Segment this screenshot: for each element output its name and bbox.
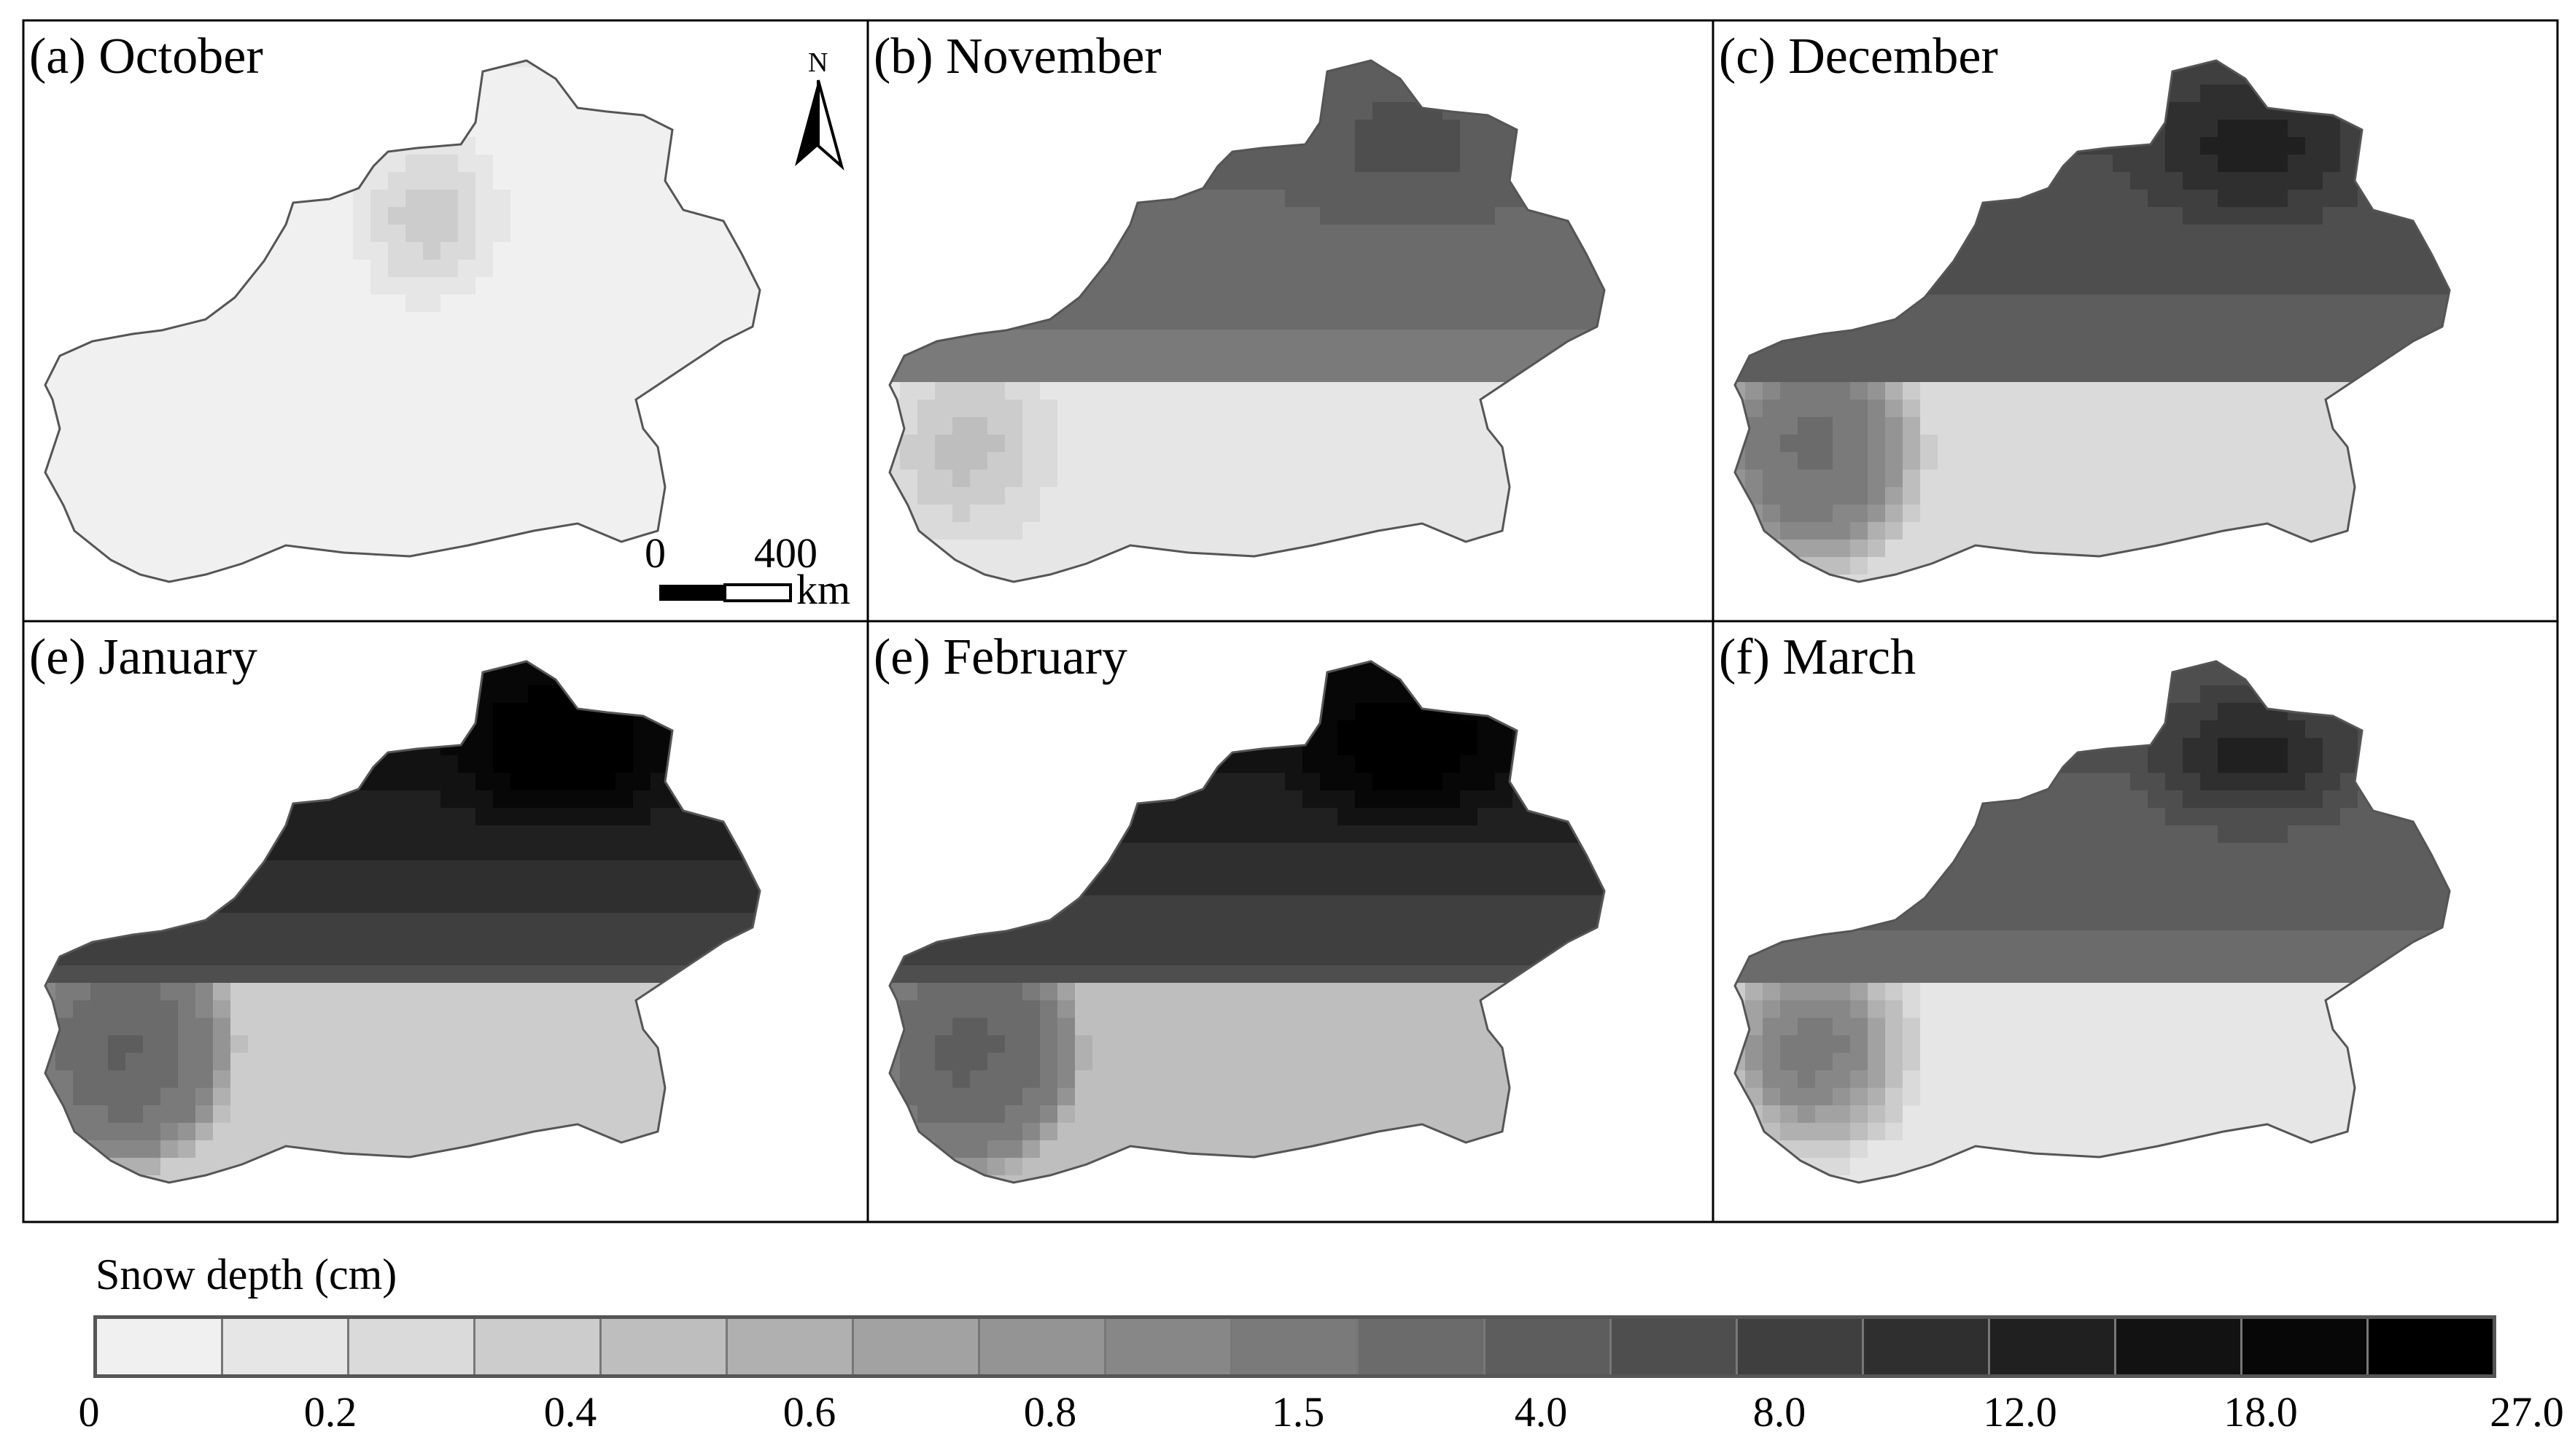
legend-tick-label: 8.0 xyxy=(1752,1388,1806,1436)
legend-tick-label: 18.0 xyxy=(2223,1388,2298,1436)
scale-bar-unit: km xyxy=(796,566,850,613)
map-panel-february: (e) February xyxy=(866,620,1714,1223)
legend-swatch xyxy=(2116,1319,2242,1374)
panel-title: (f) March xyxy=(1719,629,1916,685)
legend-swatch xyxy=(1232,1319,1359,1374)
legend-swatch xyxy=(223,1319,350,1374)
legend-swatch xyxy=(980,1319,1107,1374)
legend-bar xyxy=(93,1315,2496,1378)
legend-title: Snow depth (cm) xyxy=(96,1250,397,1299)
legend-swatch xyxy=(1485,1319,1612,1374)
region-border xyxy=(44,59,761,583)
legend-tick-label: 4.0 xyxy=(1514,1388,1568,1436)
legend-tick-label: 0 xyxy=(78,1388,100,1436)
legend-swatch xyxy=(2242,1319,2369,1374)
legend-tick-label: 0.4 xyxy=(543,1388,597,1436)
legend-swatch xyxy=(1737,1319,1864,1374)
map-panel-march: (f) March xyxy=(1712,620,2559,1223)
legend-swatch xyxy=(728,1319,855,1374)
panel-title: (a) October xyxy=(29,28,263,85)
legend-swatch xyxy=(1989,1319,2116,1374)
map-panel-november: (b) November xyxy=(866,19,1714,623)
region-border xyxy=(44,660,761,1184)
legend-swatch xyxy=(1359,1319,1485,1374)
region-border xyxy=(888,59,1606,583)
legend-tick-label: 27.0 xyxy=(2490,1388,2564,1436)
legend-tick-label: 0.2 xyxy=(303,1388,357,1436)
region-border xyxy=(888,660,1606,1184)
scale-bar-end: 400 xyxy=(754,529,817,577)
legend-swatch xyxy=(475,1319,602,1374)
panel-title: (e) February xyxy=(874,629,1127,685)
scale-bar-start: 0 xyxy=(645,529,666,577)
legend-swatch xyxy=(97,1319,224,1374)
legend-tick-label: 1.5 xyxy=(1271,1388,1325,1436)
legend-swatch xyxy=(854,1319,981,1374)
legend-swatch xyxy=(349,1319,476,1374)
panel-title: (b) November xyxy=(874,28,1162,85)
region-border xyxy=(1733,59,2451,583)
legend-swatch xyxy=(1106,1319,1233,1374)
legend-swatch xyxy=(2368,1319,2493,1374)
legend-tick-label: 0.6 xyxy=(782,1388,836,1436)
legend-swatch xyxy=(1611,1319,1738,1374)
panel-title: (c) December xyxy=(1719,28,1998,85)
map-panel-january: (e) January xyxy=(22,620,869,1223)
legend-swatch xyxy=(602,1319,729,1374)
north-arrow-icon: N xyxy=(795,47,844,171)
legend-tick-label: 12.0 xyxy=(1983,1388,2057,1436)
legend-tick-label: 0.8 xyxy=(1023,1388,1077,1436)
region-border xyxy=(1733,660,2451,1184)
legend-swatch xyxy=(1863,1319,1990,1374)
panel-title: (e) January xyxy=(29,629,257,685)
map-panel-december: (c) December xyxy=(1712,19,2559,623)
svg-text:N: N xyxy=(808,47,828,78)
